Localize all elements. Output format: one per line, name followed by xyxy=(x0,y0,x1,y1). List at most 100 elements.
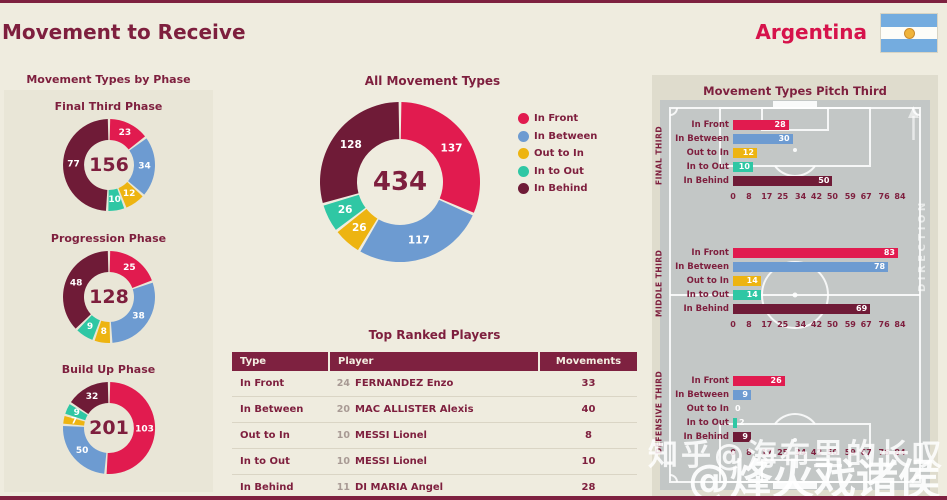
column-header-movements: Movements xyxy=(540,352,637,371)
bar-row: In Behind 9 xyxy=(660,430,912,444)
bar-in-front: 28 xyxy=(733,120,789,130)
axis-tick-label: 17 xyxy=(761,320,773,329)
axis-tick-label: 34 xyxy=(795,320,807,329)
row-type: In Front xyxy=(240,378,285,389)
bar-value: 69 xyxy=(856,304,868,313)
bar-category-label: In Front xyxy=(691,120,729,130)
donut-chart: 137 117 26 26 128 434 xyxy=(320,102,481,263)
team-name: Argentina xyxy=(755,20,867,44)
bar-in-behind: 69 xyxy=(733,304,871,314)
progression-phase-donut: 25 38 8 9 48 128 xyxy=(4,245,213,349)
row-movements: 10 xyxy=(581,456,596,467)
donut-slice-out-to-in xyxy=(117,182,143,208)
column-header-player: Player xyxy=(330,352,538,371)
jersey-number: 11 xyxy=(336,482,350,493)
axis-tick-label: 17 xyxy=(761,448,773,457)
axis-tick-label: 50 xyxy=(826,192,838,201)
bar-track: 50 xyxy=(733,176,903,186)
top-goal xyxy=(773,101,817,108)
jersey-number: 24 xyxy=(336,378,350,389)
donut-slice-value: 9 xyxy=(73,408,79,418)
row-player: 20 MAC ALLISTER Alexis xyxy=(330,404,540,415)
top-ranked-players-title: Top Ranked Players xyxy=(368,328,501,342)
direction-arrow-icon xyxy=(908,106,919,140)
legend-dot-icon xyxy=(518,113,529,125)
legend-item-in-between: In Between xyxy=(518,128,597,146)
bar-in-between: 30 xyxy=(733,134,793,144)
bar-value: 10 xyxy=(738,162,750,171)
bar-track: 28 xyxy=(733,120,903,130)
jersey-number: 10 xyxy=(336,456,350,467)
bar-value: 14 xyxy=(746,276,758,285)
bar-in-to-out: 14 xyxy=(733,290,761,300)
row-player: 24 FERNANDEZ Enzo xyxy=(330,378,540,389)
donut-slice-in-to-out xyxy=(107,188,124,212)
row-movements: 8 xyxy=(585,430,592,441)
player-name: MAC ALLISTER Alexis xyxy=(355,404,474,415)
bar-track: 12 xyxy=(733,148,903,158)
donut-slice-out-to-in xyxy=(337,208,378,251)
legend-dot-icon xyxy=(518,165,529,177)
axis-tick-label: 50 xyxy=(826,448,838,457)
legend-item-in-front: In Front xyxy=(518,110,597,128)
top-ranked-players-table: Type Player Movements In Front 24 FERNAN… xyxy=(232,352,637,500)
progression-phase-block: Progression Phase 25 38 8 9 48 128 xyxy=(4,232,213,349)
bar-in-behind: 9 xyxy=(733,432,751,442)
bar-category-label: Out to In xyxy=(686,276,729,286)
bar-category-label: In to Out xyxy=(686,290,729,300)
bar-value: 12 xyxy=(742,148,754,157)
bar-value: 83 xyxy=(883,248,895,257)
row-type: In Behind xyxy=(240,482,294,493)
bar-row: Out to In 14 xyxy=(660,274,912,288)
bar-value: 26 xyxy=(770,376,782,385)
flag-stripe-bottom xyxy=(881,39,937,52)
row-player: 10 MESSI Lionel xyxy=(330,430,540,441)
donut-slice-value: 25 xyxy=(123,263,136,273)
donut-center-total: 128 xyxy=(89,286,129,308)
axis-tick-label: 59 xyxy=(844,192,856,201)
row-player: 10 MESSI Lionel xyxy=(330,456,540,467)
bar-in-behind: 50 xyxy=(733,176,833,186)
donut-slice-value: 8 xyxy=(100,327,106,337)
table-row: In Behind 11 DI MARIA Angel 28 xyxy=(232,475,637,500)
row-type: In Between xyxy=(240,404,304,415)
bar-in-front: 83 xyxy=(733,248,898,258)
signature-watermark: @烽火戏诸侯 xyxy=(688,455,941,500)
zhihu-watermark: 知乎@海布里的长叹 xyxy=(648,438,945,473)
flag-stripe-top xyxy=(881,14,937,27)
donut-slice-value: 34 xyxy=(138,161,151,171)
bar-track: 9 xyxy=(733,390,903,400)
football-pitch: FINAL THIRD MIDDLE THIRD DEFENSIVE THIRD… xyxy=(655,100,930,490)
donut-slice-out-to-in xyxy=(62,416,85,426)
axis-tick-label: 0 xyxy=(730,320,736,329)
player-name: DI MARIA Angel xyxy=(355,482,444,493)
bar-axis: 0 8 17 25 34 42 50 59 67 76 84 xyxy=(730,448,905,458)
donut-slice-value: 77 xyxy=(67,159,80,169)
bar-value: 2 xyxy=(739,418,745,427)
final-third-phase-title: Final Third Phase xyxy=(54,100,163,113)
axis-tick-label: 59 xyxy=(844,448,856,457)
bar-category-label: In to Out xyxy=(686,162,729,172)
axis-tick-label: 34 xyxy=(795,448,807,457)
bar-track: 9 xyxy=(733,432,903,442)
donut-slice-in-between xyxy=(110,282,155,343)
bar-in-to-out: 10 xyxy=(733,162,753,172)
donut-slice-value: 103 xyxy=(135,424,154,434)
bar-track: 30 xyxy=(733,134,903,144)
phase-section-title: Movement Types by Phase xyxy=(26,73,191,86)
player-name: MESSI Lionel xyxy=(355,430,427,441)
donut-slice-value: 26 xyxy=(338,204,353,216)
direction-label: DIRECTION xyxy=(917,199,928,293)
bar-category-label: Out to In xyxy=(686,404,729,414)
bar-track: 78 xyxy=(733,262,903,272)
bar-category-label: In Behind xyxy=(683,176,729,186)
player-name: MESSI Lionel xyxy=(355,456,427,467)
all-movement-types-title: All Movement Types xyxy=(364,74,501,88)
donut-slice-in-front xyxy=(109,251,152,288)
axis-tick-label: 8 xyxy=(746,320,752,329)
bar-row: Out to In 12 xyxy=(660,146,912,160)
top-accent-strip xyxy=(0,0,947,3)
bar-in-between: 9 xyxy=(733,390,751,400)
donut-slice-out-to-in xyxy=(94,320,110,344)
